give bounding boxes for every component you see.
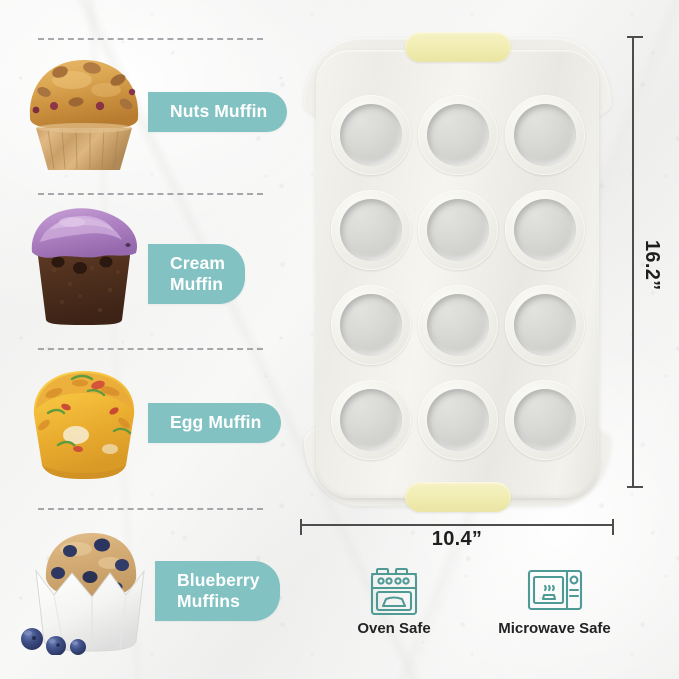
feature-oven-safe-label: Oven Safe bbox=[357, 620, 431, 637]
pan-cup bbox=[328, 183, 413, 276]
feature-microwave-safe: Microwave Safe bbox=[462, 566, 647, 637]
nuts-muffin-photo bbox=[14, 44, 154, 179]
blueberry-muffin-photo bbox=[14, 517, 164, 656]
pan-cup bbox=[503, 373, 588, 466]
feature-oven-safe: Oven Safe bbox=[338, 566, 450, 637]
cream-muffin-photo bbox=[14, 198, 154, 333]
oven-icon bbox=[338, 566, 450, 616]
muffin-label-cream: Cream Muffin bbox=[148, 244, 245, 305]
height-dimension-label: 16.2” bbox=[641, 240, 663, 291]
muffin-row-cream: Cream Muffin bbox=[0, 198, 300, 348]
width-dimension-label: 10.4” bbox=[431, 528, 483, 550]
pan-cup bbox=[503, 278, 588, 371]
pan-cup bbox=[328, 88, 413, 181]
divider-line bbox=[38, 38, 263, 40]
divider-line bbox=[38, 193, 263, 195]
muffin-label-egg: Egg Muffin bbox=[148, 403, 282, 443]
muffin-label-blueberry: Blueberry Muffins bbox=[155, 561, 280, 622]
pan-cup bbox=[503, 88, 588, 181]
feature-microwave-safe-label: Microwave Safe bbox=[498, 620, 611, 637]
muffin-row-nuts: Nuts Muffin bbox=[0, 44, 300, 194]
muffin-pan-image bbox=[300, 28, 615, 516]
muffin-showcase-column: Nuts Muffin bbox=[0, 0, 300, 679]
pan-handle-bottom bbox=[404, 482, 511, 512]
width-dimension-line bbox=[300, 519, 614, 535]
pan-cup bbox=[415, 278, 500, 371]
pan-cup bbox=[415, 373, 500, 466]
pan-handle-top bbox=[404, 32, 511, 62]
divider-line bbox=[38, 508, 263, 510]
divider-line bbox=[38, 348, 263, 350]
pan-cup bbox=[415, 183, 500, 276]
height-dimension-line bbox=[627, 36, 643, 488]
pan-cup-grid bbox=[328, 88, 588, 466]
pan-cup bbox=[328, 373, 413, 466]
muffin-label-nuts: Nuts Muffin bbox=[148, 92, 288, 132]
egg-muffin-photo bbox=[14, 353, 154, 488]
pan-cup bbox=[328, 278, 413, 371]
feature-badges: Oven Safe bbox=[330, 566, 650, 646]
pan-cup bbox=[503, 183, 588, 276]
muffin-row-blueberry: Blueberry Muffins bbox=[0, 513, 300, 663]
microwave-icon bbox=[462, 566, 647, 616]
pan-cup bbox=[415, 88, 500, 181]
muffin-row-egg: Egg Muffin bbox=[0, 353, 300, 503]
